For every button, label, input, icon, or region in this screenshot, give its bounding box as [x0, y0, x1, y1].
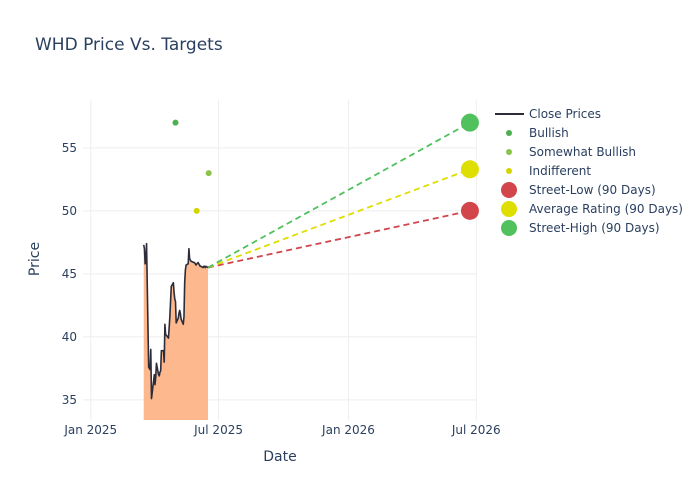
- legend-dot-symbol: [506, 168, 512, 174]
- y-axis-title: Price: [27, 242, 43, 276]
- x-tick-label: Jan 2025: [63, 423, 117, 437]
- somewhat-bullish-point: [205, 170, 212, 177]
- x-tick-label: Jul 2025: [193, 423, 243, 437]
- legend-dot-symbol: [506, 130, 512, 136]
- y-tick-label: 35: [62, 393, 77, 407]
- street-low-target-line: [207, 209, 471, 269]
- legend-dot-symbol: [506, 149, 512, 155]
- street-low-target-marker: [460, 201, 479, 220]
- average-rating-target-marker: [460, 160, 479, 179]
- x-tick-label: Jul 2026: [451, 423, 501, 437]
- fill-layer: [143, 243, 208, 420]
- close-price-layer: [142, 242, 209, 400]
- y-tick-label: 40: [62, 330, 77, 344]
- legend-bullish: Bullish: [506, 126, 569, 140]
- chart-title: WHD Price Vs. Targets: [35, 35, 223, 55]
- bullish-point: [172, 119, 179, 126]
- legend-indifferent: Indifferent: [506, 164, 591, 178]
- legend-label: Street-Low (90 Days): [529, 183, 656, 197]
- legend-label: Average Rating (90 Days): [529, 202, 683, 216]
- legend-street-high: Street-High (90 Days): [501, 220, 660, 236]
- legend-dot-symbol: [501, 220, 517, 236]
- street-high-target-marker: [460, 113, 479, 132]
- legend-label: Street-High (90 Days): [529, 221, 660, 235]
- legend-label: Indifferent: [529, 164, 591, 178]
- average-rating-target-line: [207, 168, 471, 269]
- close-price-line: [142, 242, 209, 400]
- legend-label: Somewhat Bullish: [529, 145, 636, 159]
- y-tick-label: 50: [62, 204, 77, 218]
- axis-ticks-layer: 35 40 45 50 55 Jan 2025 Jul 2025 Jan 2026 Jul 20…: [62, 141, 501, 437]
- x-axis-title: Date: [263, 449, 296, 465]
- legend-average-rating: Average Rating (90 Days): [501, 201, 683, 217]
- grid-layer: [83, 100, 477, 420]
- legend-street-low: Street-Low (90 Days): [501, 182, 656, 198]
- x-tick-label: Jan 2026: [321, 423, 375, 437]
- legend: Close Prices Bullish Somewhat Bullish Indif…: [495, 107, 683, 236]
- legend-close-prices: Close Prices: [495, 107, 601, 121]
- legend-label: Bullish: [529, 126, 569, 140]
- rating-points-layer: [172, 119, 212, 214]
- y-tick-label: 55: [62, 141, 77, 155]
- legend-dot-symbol: [501, 182, 517, 198]
- target-lines-layer: [207, 113, 479, 269]
- legend-somewhat-bullish: Somewhat Bullish: [506, 145, 636, 159]
- indifferent-point: [193, 207, 200, 214]
- close-price-area: [143, 243, 208, 420]
- legend-dot-symbol: [501, 201, 517, 217]
- legend-label: Close Prices: [529, 107, 601, 121]
- street-high-target-line: [207, 121, 471, 269]
- y-tick-label: 45: [62, 267, 77, 281]
